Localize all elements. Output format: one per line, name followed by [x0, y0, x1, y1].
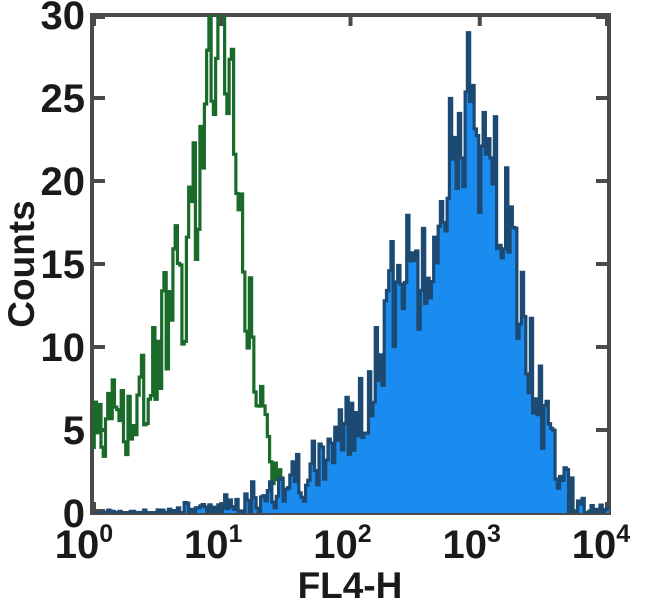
x-axis-title: FL4-H [298, 565, 403, 606]
y-axis-title: Counts [1, 200, 42, 327]
x-tick-label-2: 102 [313, 520, 371, 567]
x-tick-label-4: 104 [572, 520, 631, 567]
y-tick-label-1: 5 [63, 409, 85, 453]
y-tick-label-3: 15 [41, 243, 86, 287]
series-line-stained-blue [92, 31, 609, 513]
y-tick-label-5: 25 [41, 77, 86, 121]
y-axis-tick-labels: 0 5 10 15 20 25 30 [41, 0, 86, 536]
data-series-group [92, 15, 609, 513]
x-tick-label-1: 101 [184, 520, 243, 567]
y-tick-label-2: 10 [41, 326, 86, 370]
series-fill-stained-blue [92, 32, 609, 513]
y-tick-label-0: 0 [63, 492, 85, 536]
x-axis-tick-labels: 100 101 102 103 104 [55, 520, 631, 567]
x-tick-label-0: 100 [55, 520, 113, 567]
x-tick-label-3: 103 [443, 520, 501, 567]
y-tick-label-6: 30 [41, 0, 86, 38]
y-tick-label-4: 20 [41, 160, 86, 204]
